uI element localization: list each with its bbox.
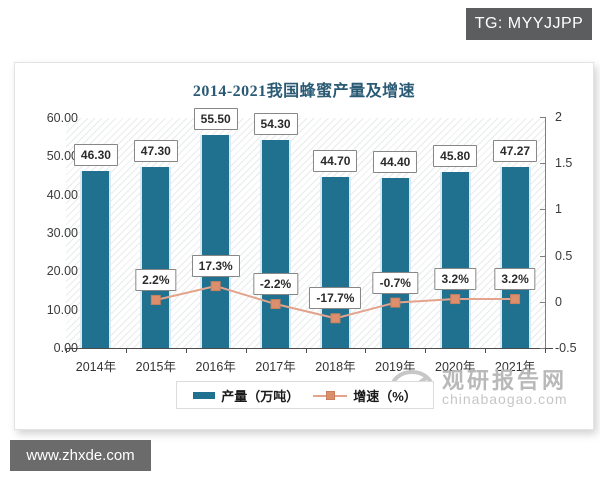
legend-label-growth: 增速（%） bbox=[353, 388, 417, 404]
right-axis-tick-label: -0.5 bbox=[555, 341, 577, 355]
x-axis-tick-mark bbox=[485, 349, 487, 353]
left-axis-tick-label: 10.00 bbox=[46, 302, 78, 317]
chart-legend: 产量（万吨） 增速（%） bbox=[176, 381, 434, 409]
bar-value-label: 54.30 bbox=[253, 112, 298, 135]
left-axis-tick-label: 60.00 bbox=[46, 111, 78, 125]
legend-label-production: 产量（万吨） bbox=[221, 388, 300, 404]
right-axis-tick-label: 2 bbox=[555, 110, 562, 124]
growth-line-marker bbox=[450, 294, 461, 305]
bar-value-label: 44.40 bbox=[373, 150, 418, 173]
growth-value-label: 3.2% bbox=[434, 268, 476, 291]
right-axis-tick-mark bbox=[540, 301, 545, 303]
production-bar bbox=[80, 170, 112, 348]
right-axis-tick-mark bbox=[540, 255, 545, 257]
x-axis-category-label: 2015年 bbox=[135, 360, 176, 374]
production-bar bbox=[439, 172, 471, 348]
right-axis-tick-label: 0 bbox=[555, 294, 562, 309]
watermark-name: 观研报告网 bbox=[442, 368, 568, 394]
growth-value-label: -0.7% bbox=[372, 271, 418, 294]
watermark: 观研报告网 chinabaogao.com bbox=[388, 366, 568, 410]
chart-title: 2014-2021我国蜂蜜产量及增速 bbox=[192, 83, 416, 100]
site-url-badge: www.zhxde.com bbox=[10, 440, 151, 471]
x-axis-category-label: 2020年 bbox=[435, 360, 476, 374]
right-axis-tick-mark bbox=[540, 117, 545, 118]
x-axis-tick-mark bbox=[425, 349, 427, 353]
x-axis-category-label: 2017年 bbox=[255, 360, 296, 374]
production-bar bbox=[379, 177, 411, 348]
growth-line-marker bbox=[510, 294, 521, 305]
watermark-text: 观研报告网 chinabaogao.com bbox=[442, 369, 568, 407]
x-axis-tick-mark bbox=[185, 349, 187, 353]
right-axis-tick-label: 0.5 bbox=[555, 248, 573, 263]
left-axis-tick-label: 40.00 bbox=[46, 187, 78, 202]
tg-contact-badge: TG: MYYJJPP bbox=[466, 8, 592, 40]
x-axis-tick-mark bbox=[125, 349, 127, 353]
x-axis-tick-mark bbox=[365, 349, 367, 353]
bar-series-swatch bbox=[193, 391, 216, 399]
x-axis-tick-mark bbox=[66, 349, 67, 353]
left-axis-tick-label: 0.00 bbox=[53, 341, 78, 355]
x-axis-tick-mark bbox=[545, 349, 546, 353]
bar-value-label: 55.50 bbox=[193, 108, 238, 131]
growth-line-marker bbox=[390, 297, 401, 308]
growth-value-label: 2.2% bbox=[135, 268, 177, 291]
right-axis-tick-label: 1 bbox=[555, 202, 562, 217]
bar-value-label: 46.30 bbox=[73, 143, 118, 166]
production-bar bbox=[200, 135, 232, 348]
growth-value-label: 3.2% bbox=[494, 268, 536, 291]
left-axis-tick-label: 50.00 bbox=[46, 149, 78, 164]
right-axis-tick-mark bbox=[540, 209, 545, 211]
x-axis-tick-mark bbox=[245, 349, 247, 353]
legend-item-production: 产量（万吨） bbox=[193, 386, 299, 405]
right-axis-tick-mark bbox=[540, 163, 545, 165]
production-bar bbox=[140, 166, 172, 348]
growth-value-label: 17.3% bbox=[191, 255, 240, 278]
growth-line-marker bbox=[330, 313, 341, 324]
x-axis-tick-mark bbox=[305, 349, 307, 353]
site-url-text: www.zhxde.com bbox=[26, 447, 135, 464]
bar-value-label: 47.30 bbox=[133, 139, 178, 162]
x-axis-category-label: 2019年 bbox=[375, 360, 416, 374]
production-bar bbox=[499, 166, 531, 348]
legend-item-growth: 增速（%） bbox=[313, 386, 417, 405]
production-bar bbox=[260, 139, 292, 348]
watermark-domain: chinabaogao.com bbox=[442, 391, 568, 408]
left-axis-tick-label: 30.00 bbox=[46, 226, 78, 240]
tg-contact-text: TG: MYYJJPP bbox=[474, 15, 584, 32]
growth-value-label: -17.7% bbox=[309, 287, 362, 310]
bar-value-label: 47.27 bbox=[493, 139, 538, 162]
bar-value-label: 44.70 bbox=[313, 149, 358, 172]
x-axis-line bbox=[66, 348, 553, 349]
x-axis-category-label: 2016年 bbox=[195, 360, 236, 374]
right-axis-tick-mark bbox=[540, 348, 545, 349]
growth-value-label: -2.2% bbox=[252, 273, 299, 296]
x-axis-category-label: 2021年 bbox=[494, 360, 536, 374]
growth-line-marker bbox=[150, 294, 161, 305]
line-series-swatch bbox=[313, 390, 348, 400]
x-axis-category-label: 2014年 bbox=[75, 360, 117, 374]
x-axis-category-label: 2018年 bbox=[315, 360, 356, 374]
left-axis-tick-label: 20.00 bbox=[46, 264, 78, 279]
growth-line-marker bbox=[270, 299, 281, 310]
growth-line bbox=[150, 281, 521, 324]
right-axis-line bbox=[545, 117, 546, 348]
growth-line-marker bbox=[210, 281, 221, 292]
right-axis-tick-label: 1.5 bbox=[555, 156, 573, 171]
bar-value-label: 45.80 bbox=[433, 145, 478, 168]
